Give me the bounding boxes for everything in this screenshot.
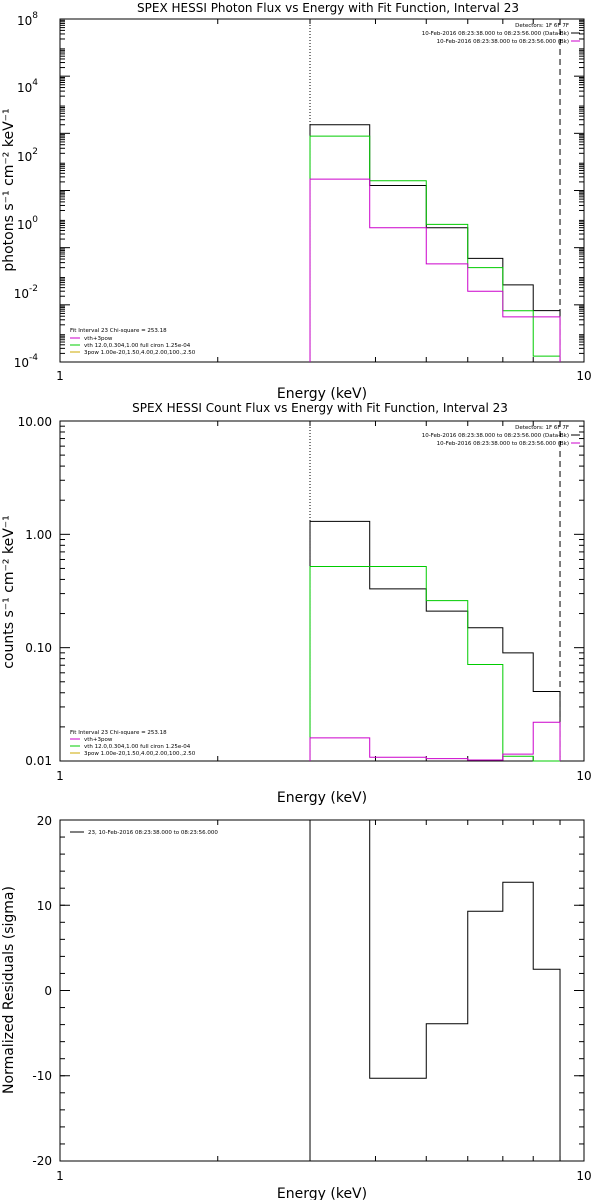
- photon-flux-ticks: [60, 18, 584, 363]
- residuals-ytick-label: 0: [44, 984, 52, 998]
- photon-flux-legend-text: 3pow 1.00e-20,1.50,4.00,2.00,100.,2.50: [84, 350, 196, 356]
- photon-flux-xlabel: Energy (keV): [277, 386, 367, 402]
- photon-flux-legend-text: vth+3pow: [84, 336, 113, 342]
- photon-flux-series-0: [309, 124, 561, 362]
- photon-flux-series-2: [309, 178, 561, 362]
- residuals-marks: [309, 819, 561, 1161]
- count-flux-xtick-label: 1: [56, 769, 64, 783]
- count-flux-legend-text: vth 12.0,0.304,1.00 full ciron 1.25e-04: [84, 744, 191, 750]
- count-flux-legend-bottom-left: Fit Interval 23 Chi-square = 253.18 vth+…: [70, 730, 196, 757]
- residuals-legend: 23, 10-Feb-2016 08:23:38.000 to 08:23:56…: [70, 830, 218, 836]
- photon-flux-marks: [309, 19, 561, 362]
- count-flux-ytick-label: 1.00: [25, 528, 52, 542]
- count-flux-xtick-label: 10: [576, 769, 591, 783]
- count-flux-series-2: [309, 721, 561, 761]
- residuals-ytick-label: 10: [37, 899, 52, 913]
- count-flux-ytick-label: 0.01: [25, 754, 52, 768]
- count-flux-ytick-label: 0.10: [25, 641, 52, 655]
- residuals-ylabel: Normalized Residuals (sigma): [1, 886, 17, 1094]
- residuals-ytick-label: -10: [32, 1069, 52, 1083]
- residuals-series-0: [309, 819, 561, 1161]
- photon-flux-ylabel: photons s⁻¹ cm⁻² keV⁻¹: [1, 108, 17, 271]
- residuals-ytick-label: -20: [32, 1154, 52, 1168]
- photon-flux-ytick-label: 102: [17, 147, 38, 164]
- photon-flux-ytick-label: 100: [17, 215, 38, 232]
- count-flux-panel: SPEX HESSI Count Flux vs Energy with Fit…: [1, 401, 592, 806]
- residuals-xtick-label: 10: [576, 1169, 591, 1183]
- photon-flux-ytick-label: 104: [17, 78, 38, 95]
- count-flux-title: SPEX HESSI Count Flux vs Energy with Fit…: [132, 401, 508, 415]
- photon-flux-legend-text: 10-Feb-2016 08:23:38.000 to 08:23:56.000…: [422, 31, 569, 37]
- count-flux-legend-text: 10-Feb-2016 08:23:38.000 to 08:23:56.000…: [422, 433, 569, 439]
- count-flux-legend-text: Detectors: 1F 6F 7F: [515, 425, 569, 431]
- count-flux-ylabel: counts s⁻¹ cm⁻² keV⁻¹: [1, 515, 17, 669]
- count-flux-series-0: [309, 520, 561, 761]
- count-flux-plot-frame: [59, 420, 585, 762]
- residuals-ytick-label: 20: [37, 814, 52, 828]
- count-flux-legend-top-right: Detectors: 1F 6F 7F 10-Feb-2016 08:23:38…: [422, 425, 580, 447]
- photon-flux-legend-text: 10-Feb-2016 08:23:38.000 to 08:23:56.000…: [437, 39, 569, 45]
- count-flux-legend-text: vth+3pow: [84, 737, 113, 743]
- photon-flux-legend-bottom-left: Fit Interval 23 Chi-square = 253.18 vth+…: [70, 328, 196, 356]
- photon-flux-ytick-label: 108: [17, 11, 38, 28]
- residuals-plot-frame: [59, 819, 585, 1162]
- photon-flux-xtick-label: 10: [576, 369, 591, 383]
- photon-flux-legend-top-right: Detectors: 1F 6F 7F 10-Feb-2016 08:23:38…: [422, 23, 580, 45]
- count-flux-legend-text: Fit Interval 23 Chi-square = 253.18: [70, 730, 167, 736]
- count-flux-marks: [309, 421, 561, 762]
- photon-flux-xtick-label: 1: [56, 369, 64, 383]
- count-flux-xlabel: Energy (keV): [277, 790, 367, 806]
- photon-flux-ytick-label: 10-2: [14, 284, 38, 301]
- photon-flux-legend-text: vth 12.0,0.304,1.00 full ciron 1.25e-04: [84, 343, 191, 349]
- count-flux-legend-text: 3pow 1.00e-20,1.50,4.00,2.00,100.,2.50: [84, 751, 196, 757]
- photon-flux-legend-text: Fit Interval 23 Chi-square = 253.18: [70, 328, 167, 334]
- count-flux-legend-text: 10-Feb-2016 08:23:38.000 to 08:23:56.000…: [437, 441, 569, 447]
- residuals-xlabel: Energy (keV): [277, 1186, 367, 1200]
- count-flux-series-1: [309, 566, 561, 762]
- photon-flux-series-1: [309, 135, 561, 362]
- count-flux-ytick-label: 10.00: [18, 415, 52, 429]
- photon-flux-ytick-labels: 10-4 10-2 100 102 104 108: [14, 11, 39, 370]
- residuals-panel: 1 10 Energy (keV) Normalized Residuals (…: [1, 814, 592, 1200]
- residuals-legend-text: 23, 10-Feb-2016 08:23:38.000 to 08:23:56…: [88, 830, 218, 836]
- count-flux-ticks: [60, 420, 584, 762]
- residuals-ticks: [60, 819, 584, 1162]
- photon-flux-title: SPEX HESSI Photon Flux vs Energy with Fi…: [137, 1, 519, 15]
- photon-flux-ytick-label: 10-4: [14, 353, 39, 370]
- photon-flux-legend-text: Detectors: 1F 6F 7F: [515, 23, 569, 29]
- residuals-xtick-label: 1: [56, 1169, 64, 1183]
- photon-flux-panel: SPEX HESSI Photon Flux vs Energy with Fi…: [1, 1, 592, 402]
